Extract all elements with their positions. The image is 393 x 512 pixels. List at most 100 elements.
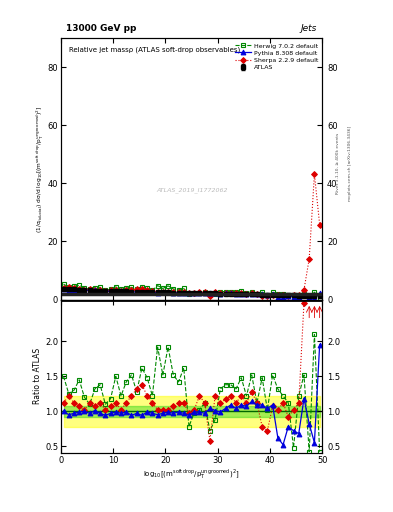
Sherpa 2.2.9 default	[234, 290, 239, 296]
Sherpa 2.2.9 default	[98, 287, 103, 293]
Sherpa 2.2.9 default	[155, 289, 160, 295]
Text: mcplots.cern.ch [arXiv:1306.3436]: mcplots.cern.ch [arXiv:1306.3436]	[348, 126, 352, 201]
Pythia 8.308 default	[182, 290, 186, 296]
Pythia 8.308 default	[171, 290, 176, 296]
Pythia 8.308 default	[72, 287, 76, 293]
Text: ATLAS_2019_I1772062: ATLAS_2019_I1772062	[156, 187, 227, 193]
Sherpa 2.2.9 default	[192, 290, 196, 296]
Sherpa 2.2.9 default	[150, 288, 155, 294]
Pythia 8.308 default	[249, 290, 254, 296]
Herwig 7.0.2 default	[140, 284, 144, 290]
Pythia 8.308 default	[202, 290, 207, 296]
Herwig 7.0.2 default	[124, 285, 129, 291]
Pythia 8.308 default	[286, 293, 291, 300]
Herwig 7.0.2 default	[150, 287, 155, 293]
Pythia 8.308 default	[124, 288, 129, 294]
Sherpa 2.2.9 default	[72, 285, 76, 291]
Sherpa 2.2.9 default	[275, 292, 280, 298]
Sherpa 2.2.9 default	[171, 289, 176, 295]
Pythia 8.308 default	[187, 290, 191, 296]
Herwig 7.0.2 default	[286, 292, 291, 298]
Pythia 8.308 default	[61, 286, 66, 292]
Herwig 7.0.2 default	[244, 290, 249, 296]
Pythia 8.308 default	[208, 290, 212, 296]
Pythia 8.308 default	[140, 289, 144, 295]
Herwig 7.0.2 default	[275, 290, 280, 296]
Text: Rivet 3.1.10, ≥ 400k events: Rivet 3.1.10, ≥ 400k events	[336, 133, 340, 195]
Sherpa 2.2.9 default	[228, 290, 233, 296]
Pythia 8.308 default	[160, 289, 165, 295]
Sherpa 2.2.9 default	[82, 287, 87, 293]
Sherpa 2.2.9 default	[312, 171, 317, 177]
Pythia 8.308 default	[82, 287, 87, 293]
Sherpa 2.2.9 default	[270, 291, 275, 297]
Herwig 7.0.2 default	[182, 285, 186, 291]
Sherpa 2.2.9 default	[202, 289, 207, 295]
Sherpa 2.2.9 default	[129, 287, 134, 293]
Herwig 7.0.2 default	[255, 291, 259, 297]
Herwig 7.0.2 default	[129, 284, 134, 290]
Sherpa 2.2.9 default	[61, 285, 66, 291]
Sherpa 2.2.9 default	[124, 287, 129, 293]
Text: Jets: Jets	[301, 24, 317, 33]
Pythia 8.308 default	[134, 289, 139, 295]
Herwig 7.0.2 default	[202, 289, 207, 295]
Herwig 7.0.2 default	[192, 290, 196, 296]
Sherpa 2.2.9 default	[239, 290, 244, 296]
Pythia 8.308 default	[234, 291, 239, 297]
Sherpa 2.2.9 default	[260, 292, 264, 298]
Pythia 8.308 default	[108, 288, 113, 294]
Herwig 7.0.2 default	[155, 283, 160, 289]
Pythia 8.308 default	[265, 291, 270, 297]
Sherpa 2.2.9 default	[140, 286, 144, 292]
Sherpa 2.2.9 default	[166, 289, 171, 295]
Herwig 7.0.2 default	[103, 287, 108, 293]
Herwig 7.0.2 default	[301, 291, 306, 297]
Sherpa 2.2.9 default	[286, 292, 291, 298]
Pythia 8.308 default	[155, 290, 160, 296]
Pythia 8.308 default	[119, 288, 123, 294]
Sherpa 2.2.9 default	[244, 290, 249, 296]
Sherpa 2.2.9 default	[281, 291, 285, 297]
Herwig 7.0.2 default	[187, 291, 191, 297]
Herwig 7.0.2 default	[197, 290, 202, 296]
Sherpa 2.2.9 default	[265, 293, 270, 299]
Herwig 7.0.2 default	[119, 286, 123, 292]
Pythia 8.308 default	[150, 289, 155, 295]
Pythia 8.308 default	[129, 289, 134, 295]
Herwig 7.0.2 default	[270, 289, 275, 295]
Pythia 8.308 default	[145, 289, 149, 295]
Pythia 8.308 default	[176, 290, 181, 296]
Herwig 7.0.2 default	[114, 284, 118, 290]
Sherpa 2.2.9 default	[77, 286, 82, 292]
Herwig 7.0.2 default	[228, 289, 233, 295]
Herwig 7.0.2 default	[160, 285, 165, 291]
Sherpa 2.2.9 default	[307, 256, 312, 262]
Herwig 7.0.2 default	[77, 282, 82, 288]
Line: Sherpa 2.2.9 default: Sherpa 2.2.9 default	[61, 172, 322, 298]
Text: 13000 GeV pp: 13000 GeV pp	[66, 24, 136, 33]
Pythia 8.308 default	[228, 290, 233, 296]
Sherpa 2.2.9 default	[145, 287, 149, 293]
Pythia 8.308 default	[92, 287, 97, 293]
Pythia 8.308 default	[77, 287, 82, 293]
Sherpa 2.2.9 default	[182, 289, 186, 295]
Herwig 7.0.2 default	[108, 286, 113, 292]
Herwig 7.0.2 default	[145, 285, 149, 291]
Pythia 8.308 default	[291, 293, 296, 300]
Pythia 8.308 default	[317, 290, 322, 296]
Sherpa 2.2.9 default	[187, 290, 191, 296]
Sherpa 2.2.9 default	[208, 293, 212, 299]
Pythia 8.308 default	[244, 291, 249, 297]
Pythia 8.308 default	[114, 288, 118, 294]
Herwig 7.0.2 default	[208, 292, 212, 298]
Sherpa 2.2.9 default	[218, 290, 223, 296]
Herwig 7.0.2 default	[176, 287, 181, 293]
X-axis label: log$_{10}$[(m$^{\mathrm{soft\,drop}}$/p$_\mathrm{T}^{\mathrm{ungroomed}}$)$^2$]: log$_{10}$[(m$^{\mathrm{soft\,drop}}$/p$…	[143, 467, 240, 481]
Herwig 7.0.2 default	[82, 285, 87, 291]
Sherpa 2.2.9 default	[317, 222, 322, 228]
Herwig 7.0.2 default	[72, 283, 76, 289]
Pythia 8.308 default	[192, 290, 196, 296]
Sherpa 2.2.9 default	[213, 289, 217, 295]
Herwig 7.0.2 default	[296, 292, 301, 298]
